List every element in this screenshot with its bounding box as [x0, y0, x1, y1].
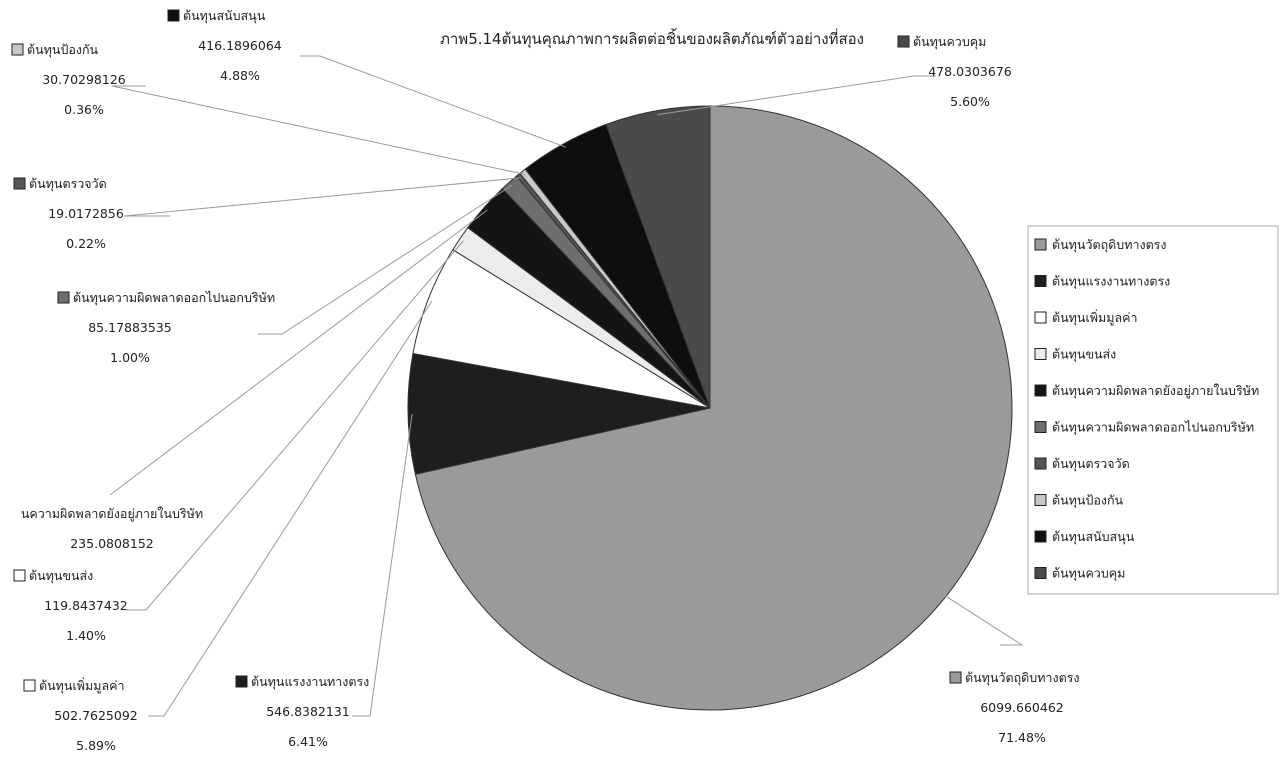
legend-swatch-8: [1034, 530, 1047, 543]
callout-value-0: 6099.660462: [980, 700, 1064, 715]
callout-label-6: ต้นทุนตรวจวัด 19.0172856 0.22%: [13, 176, 124, 251]
callout-label-4: นความผิดพลาดยังอยู่ภายในบริษัท 235.080815…: [21, 506, 203, 551]
callout-name-0: ต้นทุนวัตถุดิบทางตรง: [965, 670, 1080, 686]
callout-value-6: 19.0172856: [48, 206, 124, 221]
callout-value-7: 30.70298126: [42, 72, 126, 87]
callout-marker-2: [23, 679, 36, 692]
legend-label-2: ต้นทุนเพิ่มมูลค่า: [1052, 309, 1137, 326]
callout-name-9: ต้นทุนควบคุม: [913, 34, 986, 50]
callout-percent-1: 6.41%: [288, 734, 328, 749]
legend-label-0: ต้นทุนวัตถุดิบทางตรง: [1052, 237, 1167, 253]
callout-value-8: 416.1896064: [198, 38, 282, 53]
callout-percent-8: 4.88%: [220, 68, 260, 83]
leader-line-3: [126, 240, 464, 611]
legend-label-4: ต้นทุนความผิดพลาดยังอยู่ภายในบริษัท: [1052, 383, 1259, 399]
pie-slice-1: [407, 352, 711, 475]
callout-label-2: ต้นทุนเพิ่มมูลค่า 502.7625092 5.89%: [23, 677, 138, 753]
leader-line-2: [148, 300, 433, 717]
callout-value-9: 478.0303676: [928, 64, 1012, 79]
legend-swatch-0: [1034, 238, 1047, 251]
callout-marker-1: [235, 675, 248, 688]
data-labels: ต้นทุนวัตถุดิบทางตรง6099.66046271.48%ต้น…: [11, 8, 1080, 753]
leader-line-6: [123, 177, 521, 217]
legend-label-3: ต้นทุนขนส่ง: [1052, 347, 1116, 363]
legend-label-5: ต้นทุนความผิดพลาดออกไปนอกบริษัท: [1052, 420, 1254, 436]
callout-marker-0: [949, 671, 962, 684]
callout-percent-0: 71.48%: [998, 730, 1046, 745]
legend: ต้นทุนวัตถุดิบทางตรงต้นทุนแรงงานทางตรงต้…: [1027, 225, 1279, 595]
callout-name-8: ต้นทุนสนับสนุน: [183, 8, 266, 24]
legend-swatch-2: [1034, 311, 1047, 324]
legend-swatch-4: [1034, 384, 1047, 397]
callout-percent-9: 5.60%: [950, 94, 990, 109]
leader-line-1: [352, 413, 413, 717]
legend-swatch-5: [1034, 421, 1047, 433]
callout-name-2: ต้นทุนเพิ่มมูลค่า: [39, 677, 124, 694]
leader-line-0: [942, 593, 1024, 646]
callout-value-5: 85.17883535: [88, 320, 172, 335]
callout-label-9: ต้นทุนควบคุม 478.0303676 5.60%: [897, 34, 1012, 109]
callout-marker-9: [897, 35, 910, 48]
callout-label-8: ต้นทุนสนับสนุน 416.1896064 4.88%: [167, 8, 282, 83]
callout-marker-7: [11, 43, 24, 56]
callout-marker-6: [13, 177, 26, 190]
legend-swatch-7: [1034, 494, 1047, 506]
callout-value-2: 502.7625092: [54, 708, 138, 723]
callout-name-1: ต้นทุนแรงงานทางตรง: [251, 674, 369, 690]
callout-name-3: ต้นทุนขนส่ง: [29, 568, 93, 584]
callout-value-4: 235.0808152: [70, 536, 154, 551]
callout-percent-7: 0.36%: [64, 102, 104, 117]
leader-line-7: [111, 85, 526, 175]
legend-label-1: ต้นทุนแรงงานทางตรง: [1052, 274, 1170, 290]
callout-label-3: ต้นทุนขนส่ง 119.8437432 1.40%: [13, 568, 128, 643]
callout-marker-5: [57, 291, 70, 304]
leader-line-4: [109, 209, 488, 496]
legend-box: [1027, 225, 1279, 595]
callout-name-6: ต้นทุนตรวจวัด: [29, 176, 107, 192]
legend-swatch-6: [1034, 457, 1047, 470]
pie-slice-9: [605, 105, 711, 409]
callout-label-5: ต้นทุนความผิดพลาดออกไปนอกบริษัท 85.178835…: [57, 290, 275, 365]
legend-label-6: ต้นทุนตรวจวัด: [1052, 456, 1130, 472]
legend-swatch-3: [1034, 348, 1047, 360]
legend-label-7: ต้นทุนป้องกัน: [1052, 493, 1124, 509]
leader-line-8: [300, 55, 566, 148]
chart-title: ภาพ5.14ต้นทุนคุณภาพการผลิตต่อชิ้นของผลิต…: [440, 28, 864, 49]
legend-swatch-1: [1034, 275, 1047, 287]
callout-marker-8: [167, 9, 180, 22]
leader-lines: [109, 55, 1024, 717]
callout-percent-3: 1.40%: [66, 628, 106, 643]
callout-percent-5: 1.00%: [110, 350, 150, 365]
legend-label-8: ต้นทุนสนับสนุน: [1052, 529, 1135, 545]
legend-swatch-9: [1034, 567, 1047, 579]
leader-line-9: [657, 75, 936, 116]
callout-marker-3: [13, 569, 26, 582]
callout-value-3: 119.8437432: [44, 598, 128, 613]
callout-percent-6: 0.22%: [66, 236, 106, 251]
pie-slices: [407, 105, 1013, 711]
callout-value-1: 546.8382131: [266, 704, 350, 719]
callout-name-5: ต้นทุนความผิดพลาดออกไปนอกบริษัท: [73, 290, 275, 306]
callout-percent-2: 5.89%: [76, 738, 116, 753]
callout-name-7: ต้นทุนป้องกัน: [27, 42, 99, 58]
callout-label-1: ต้นทุนแรงงานทางตรง 546.8382131 6.41%: [235, 674, 369, 749]
leader-line-5: [258, 184, 513, 335]
callout-name-4: นความผิดพลาดยังอยู่ภายในบริษัท: [21, 506, 203, 522]
callout-label-0: ต้นทุนวัตถุดิบทางตรง 6099.660462 71.48%: [949, 670, 1080, 745]
callout-label-7: ต้นทุนป้องกัน 30.70298126 0.36%: [11, 42, 126, 117]
legend-label-9: ต้นทุนควบคุม: [1052, 566, 1125, 582]
